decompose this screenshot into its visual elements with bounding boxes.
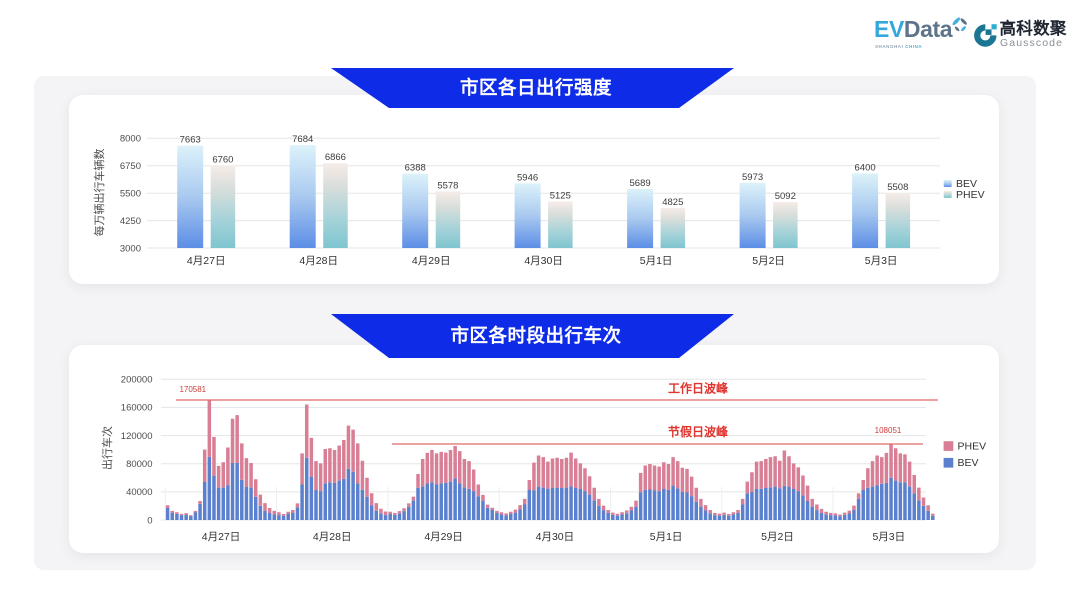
- svg-text:7684: 7684: [292, 134, 313, 145]
- svg-text:4月29日: 4月29日: [424, 531, 463, 543]
- svg-text:4月30日: 4月30日: [536, 531, 575, 543]
- svg-text:120000: 120000: [121, 431, 153, 442]
- svg-text:BEV: BEV: [956, 178, 977, 190]
- svg-text:4月29日: 4月29日: [412, 255, 451, 267]
- svg-text:工作日波峰: 工作日波峰: [668, 381, 729, 396]
- svg-text:5973: 5973: [742, 172, 763, 183]
- svg-text:出行车次: 出行车次: [100, 426, 114, 470]
- svg-text:5125: 5125: [550, 190, 571, 201]
- svg-text:PHEV: PHEV: [958, 441, 987, 453]
- svg-text:5578: 5578: [437, 180, 458, 191]
- svg-text:5月2日: 5月2日: [752, 255, 785, 267]
- svg-text:4月27日: 4月27日: [187, 255, 226, 267]
- svg-text:5092: 5092: [775, 191, 796, 202]
- svg-text:4825: 4825: [662, 197, 683, 208]
- svg-text:80000: 80000: [126, 459, 152, 470]
- svg-text:170581: 170581: [179, 385, 206, 394]
- svg-text:5月1日: 5月1日: [640, 255, 673, 267]
- svg-text:5689: 5689: [630, 178, 651, 189]
- svg-text:PHEV: PHEV: [956, 189, 985, 201]
- svg-text:4月27日: 4月27日: [202, 531, 241, 543]
- svg-text:160000: 160000: [121, 403, 153, 414]
- svg-text:节假日波峰: 节假日波峰: [668, 424, 729, 439]
- svg-text:5月3日: 5月3日: [865, 255, 898, 267]
- svg-text:6400: 6400: [855, 162, 876, 173]
- svg-text:每万辆出行车辆数: 每万辆出行车辆数: [92, 149, 106, 237]
- svg-text:4250: 4250: [120, 216, 141, 227]
- svg-text:5500: 5500: [120, 189, 141, 200]
- svg-text:5946: 5946: [517, 172, 538, 183]
- svg-text:6760: 6760: [212, 155, 233, 166]
- svg-text:BEV: BEV: [958, 457, 979, 469]
- svg-text:7663: 7663: [180, 135, 201, 146]
- svg-text:6866: 6866: [325, 152, 346, 163]
- svg-text:6750: 6750: [120, 161, 141, 172]
- svg-text:3000: 3000: [120, 243, 141, 254]
- svg-text:5月3日: 5月3日: [872, 531, 905, 543]
- svg-text:5月2日: 5月2日: [761, 531, 794, 543]
- svg-text:0: 0: [147, 515, 152, 526]
- svg-text:5月1日: 5月1日: [650, 531, 683, 543]
- svg-text:8000: 8000: [120, 134, 141, 145]
- svg-text:4月30日: 4月30日: [524, 255, 563, 267]
- svg-text:4月28日: 4月28日: [313, 531, 352, 543]
- svg-text:6388: 6388: [405, 163, 426, 174]
- svg-text:200000: 200000: [121, 375, 153, 386]
- svg-text:5508: 5508: [887, 182, 908, 193]
- svg-text:40000: 40000: [126, 487, 152, 498]
- svg-text:108051: 108051: [875, 426, 902, 435]
- svg-text:4月28日: 4月28日: [299, 255, 338, 267]
